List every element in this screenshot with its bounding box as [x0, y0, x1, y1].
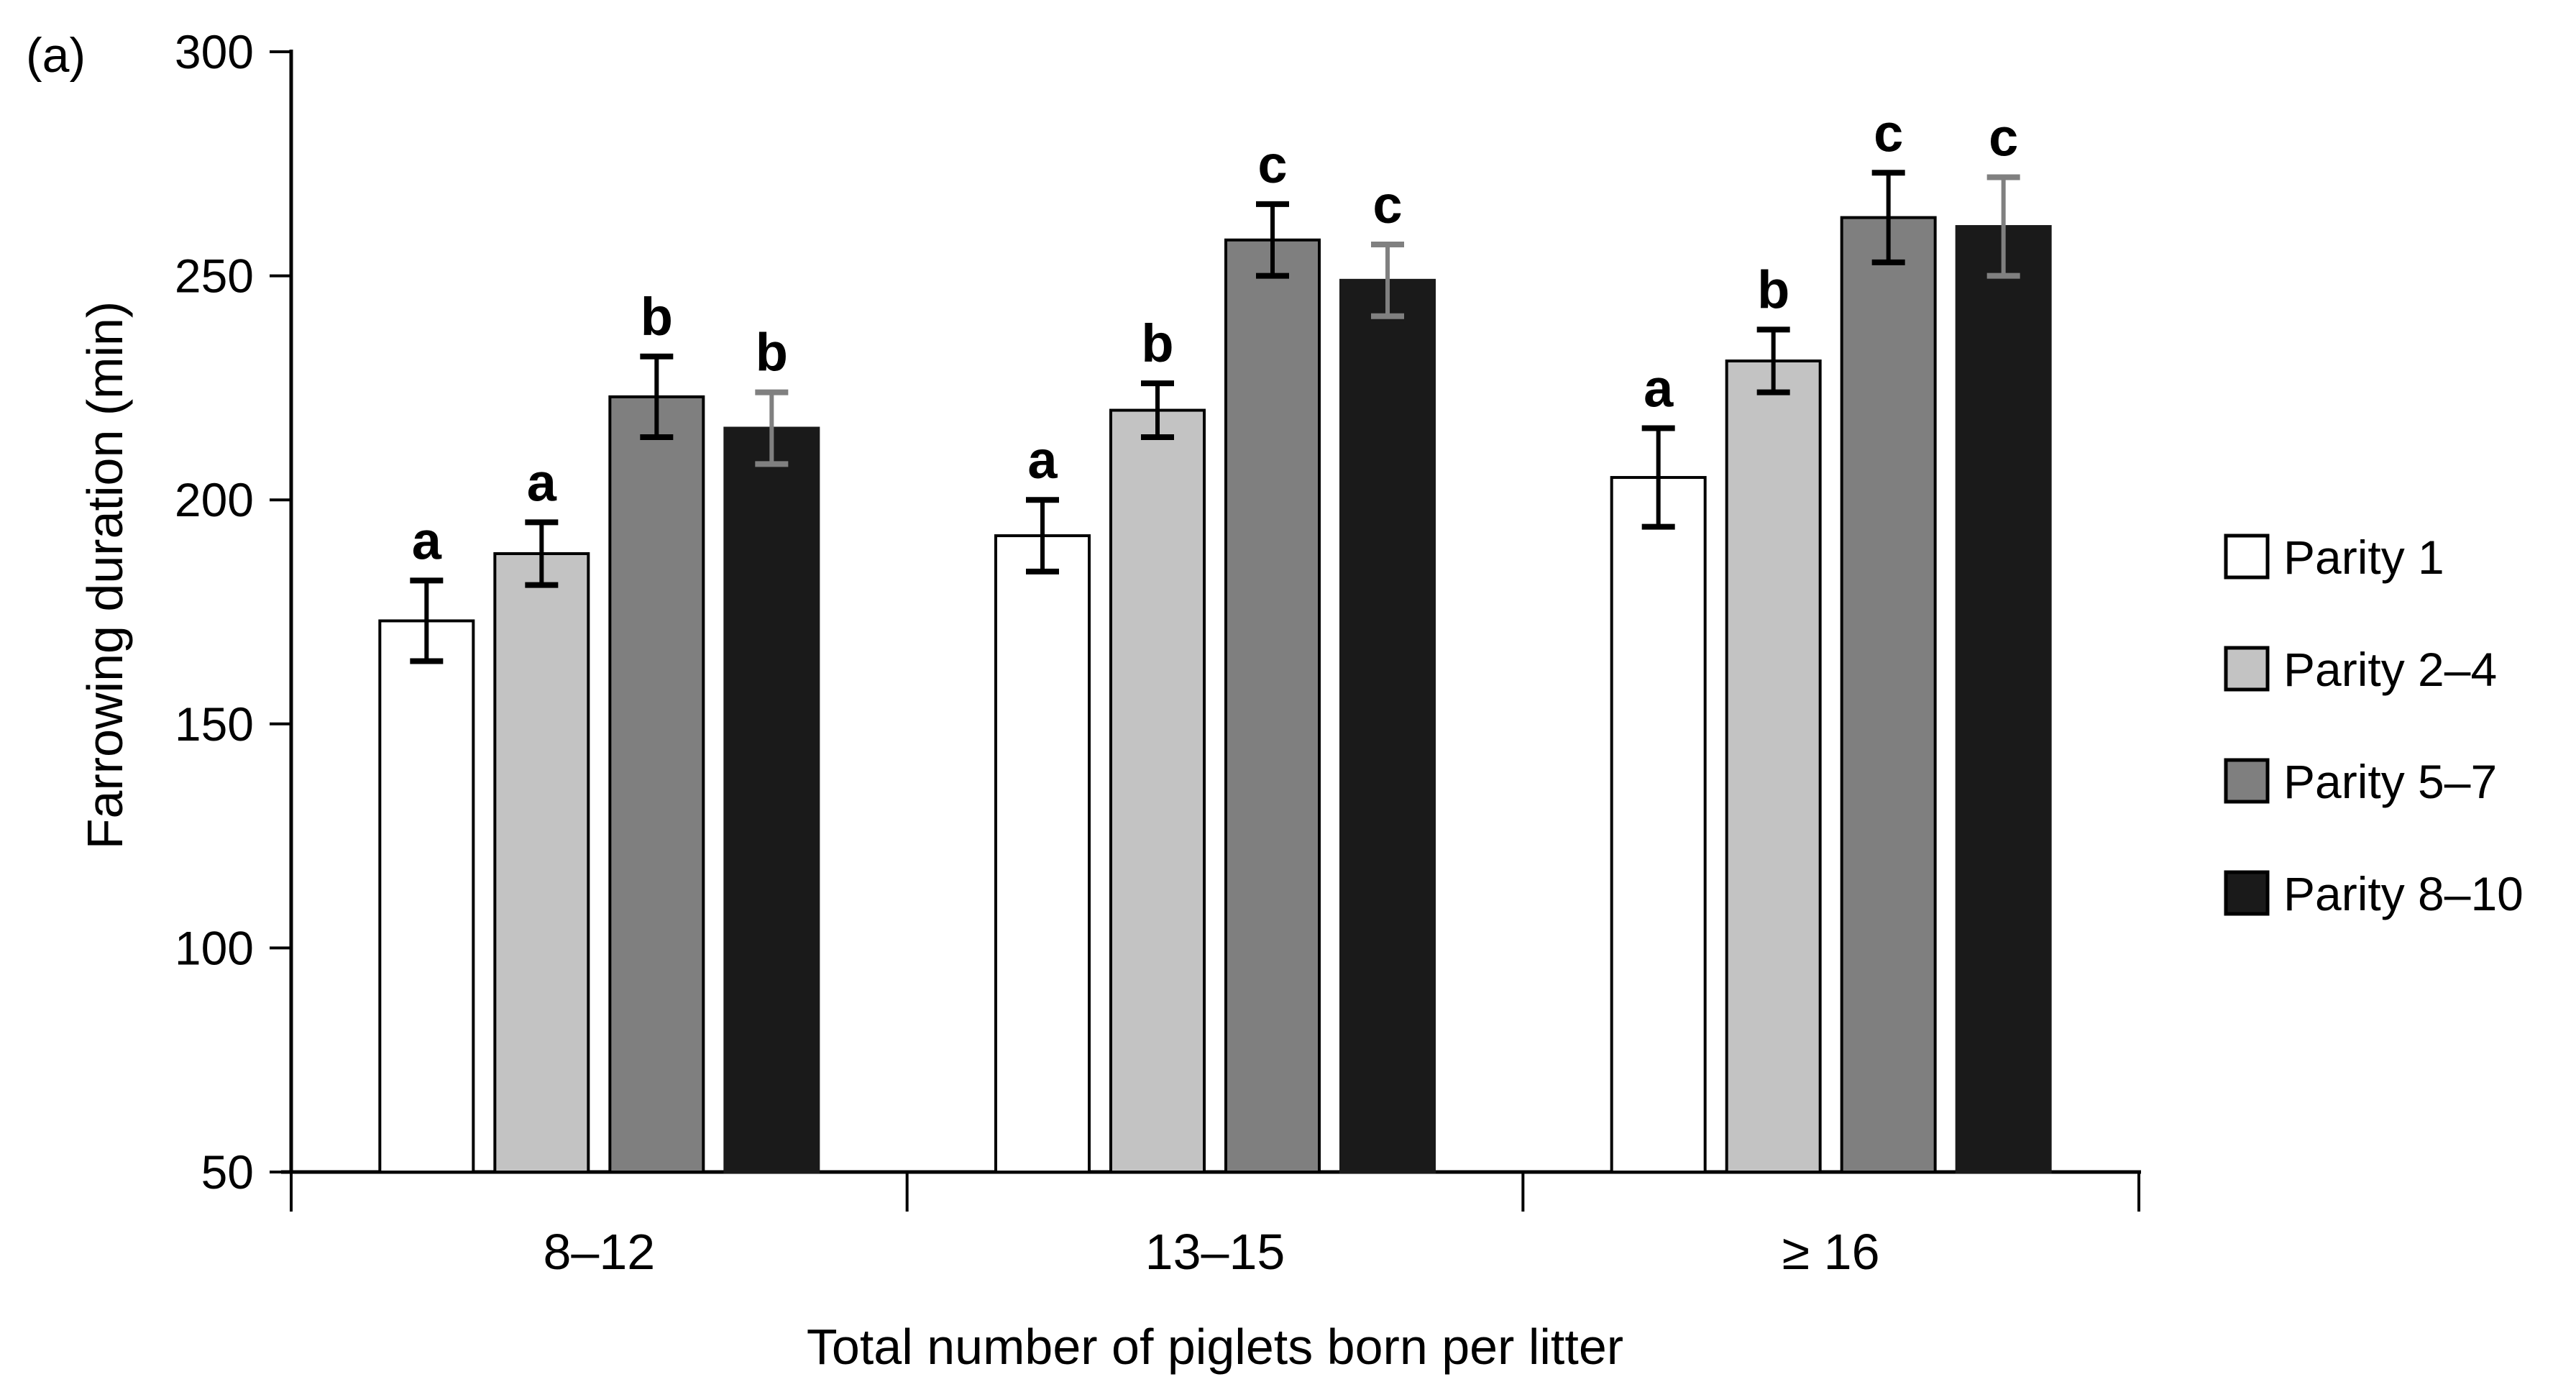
legend-swatch-parity-8-10	[2224, 870, 2270, 916]
legend-swatch-parity-1	[2224, 534, 2270, 580]
legend-label-parity-5-7: Parity 5–7	[2283, 755, 2497, 808]
significance-letter: c	[1989, 107, 2018, 167]
legend-label-parity-2-4: Parity 2–4	[2283, 643, 2497, 696]
legend-item-parity-8-10: Parity 8–10	[2224, 867, 2524, 920]
x-category-label: 8–12	[543, 1224, 655, 1280]
bar-parity-1-group-3	[1610, 476, 1707, 1173]
legend-item-parity-1: Parity 1	[2224, 531, 2444, 584]
significance-letter: a	[1644, 358, 1674, 418]
bar-parity-5-7-group-3	[1840, 216, 1937, 1174]
significance-letter: b	[756, 323, 788, 383]
x-axis-title: Total number of piglets born per litter	[807, 1319, 1623, 1375]
bar-parity-5-7-group-1	[608, 395, 705, 1173]
significance-letter: c	[1257, 134, 1287, 194]
bar-parity-2-4-group-3	[1725, 360, 1822, 1173]
bar-parity-2-4-group-2	[1109, 408, 1206, 1173]
x-category-label: ≥ 16	[1782, 1224, 1880, 1280]
significance-letter: a	[412, 511, 442, 570]
y-axis-title: Farrowing duration (min)	[77, 301, 133, 849]
legend-label-parity-8-10: Parity 8–10	[2283, 867, 2524, 920]
bar-parity-8-10-group-2	[1339, 278, 1436, 1173]
significance-letter: b	[1141, 313, 1173, 373]
bar-parity-1-group-1	[378, 619, 475, 1173]
legend-swatch-parity-2-4	[2224, 646, 2270, 692]
significance-letter: a	[527, 452, 557, 512]
x-category-label: 13–15	[1145, 1224, 1285, 1280]
bar-parity-8-10-group-1	[723, 426, 820, 1173]
legend: Parity 1 Parity 2–4 Parity 5–7 Parity 8–…	[2224, 531, 2524, 920]
significance-letter: a	[1027, 430, 1058, 490]
legend-item-parity-5-7: Parity 5–7	[2224, 755, 2497, 808]
significance-letter: c	[1874, 103, 1903, 162]
panel-label: (a)	[26, 28, 86, 83]
bar-parity-2-4-group-1	[493, 551, 590, 1173]
significance-letter: b	[641, 287, 673, 347]
significance-letter: c	[1372, 175, 1402, 234]
legend-swatch-parity-5-7	[2224, 758, 2270, 804]
y-tick-label: 200	[175, 473, 254, 526]
significance-letter: b	[1757, 260, 1789, 319]
y-tick-label: 150	[175, 697, 254, 751]
bar-parity-5-7-group-2	[1224, 238, 1321, 1173]
y-tick-label: 50	[201, 1145, 254, 1199]
legend-item-parity-2-4: Parity 2–4	[2224, 643, 2497, 696]
bar-parity-1-group-2	[994, 534, 1091, 1173]
legend-label-parity-1: Parity 1	[2283, 531, 2444, 584]
bar-parity-8-10-group-3	[1955, 225, 2052, 1174]
y-tick-label: 250	[175, 250, 254, 303]
y-tick-label: 100	[175, 921, 254, 974]
y-tick-label: 300	[175, 25, 254, 78]
plot-area: 50 100 150 200 250 300 8–12 13–15 ≥ 16 a a b b a b c c a b…	[175, 25, 2141, 1280]
